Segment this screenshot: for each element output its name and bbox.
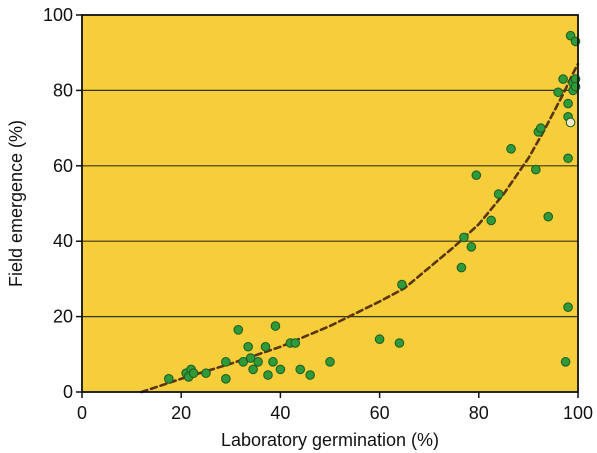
data-point [563, 302, 573, 312]
y-axis-ticks: 0 20 40 60 80 100 [43, 5, 82, 402]
data-point [188, 368, 199, 378]
x-tick-label: 20 [171, 403, 191, 423]
data-point [164, 374, 174, 384]
x-tick-label: 80 [469, 403, 489, 423]
data-point [397, 279, 407, 290]
y-tick-label: 100 [43, 5, 73, 25]
x-tick-label: 100 [563, 403, 593, 423]
x-tick-label: 40 [270, 403, 290, 423]
x-tick-label: 0 [77, 403, 87, 423]
data-point [560, 357, 571, 367]
trend-line-group [140, 62, 580, 394]
data-point [295, 364, 306, 375]
plot-area [82, 15, 578, 392]
data-point [558, 74, 568, 84]
data-point [394, 338, 405, 348]
data-point [221, 374, 231, 384]
data-point [263, 370, 273, 380]
data-point [290, 338, 301, 348]
data-point [563, 98, 573, 109]
data-point [260, 341, 271, 352]
data-point [275, 364, 286, 375]
y-tick-label: 40 [53, 231, 73, 251]
x-tick-label: 60 [370, 403, 390, 423]
data-point [543, 211, 554, 222]
data-point [243, 341, 253, 352]
data-point [466, 242, 477, 252]
x-axis-ticks: 0 20 40 60 80 100 [77, 392, 593, 423]
data-point [221, 357, 231, 367]
data-point [305, 370, 315, 380]
data-point [374, 334, 385, 345]
gridlines [82, 89, 578, 318]
data-point [456, 262, 467, 273]
data-point [325, 357, 335, 367]
data-point [245, 353, 256, 363]
data-point [459, 232, 469, 243]
data-point [486, 215, 497, 226]
data-point [506, 144, 516, 154]
data-point [563, 153, 573, 164]
y-axis-title: Field emergence (%) [6, 120, 26, 287]
data-point [201, 368, 211, 378]
data-point [553, 87, 563, 98]
data-point [270, 321, 281, 331]
data-point [531, 164, 541, 175]
data-points [164, 30, 581, 384]
data-point [471, 170, 482, 181]
y-tick-label: 20 [53, 307, 73, 327]
y-tick-label: 0 [63, 382, 73, 402]
data-point [536, 123, 546, 133]
data-point [268, 357, 278, 367]
data-point [248, 364, 258, 375]
x-axis-title: Laboratory germination (%) [221, 430, 439, 450]
plot-frame [81, 14, 579, 393]
open-data-point [565, 117, 576, 128]
y-tick-label: 80 [53, 80, 73, 100]
data-point [493, 189, 504, 199]
data-point [253, 357, 263, 367]
data-point [238, 357, 248, 367]
trend-line [140, 62, 580, 394]
y-tick-label: 60 [53, 156, 73, 176]
data-point [233, 324, 244, 335]
